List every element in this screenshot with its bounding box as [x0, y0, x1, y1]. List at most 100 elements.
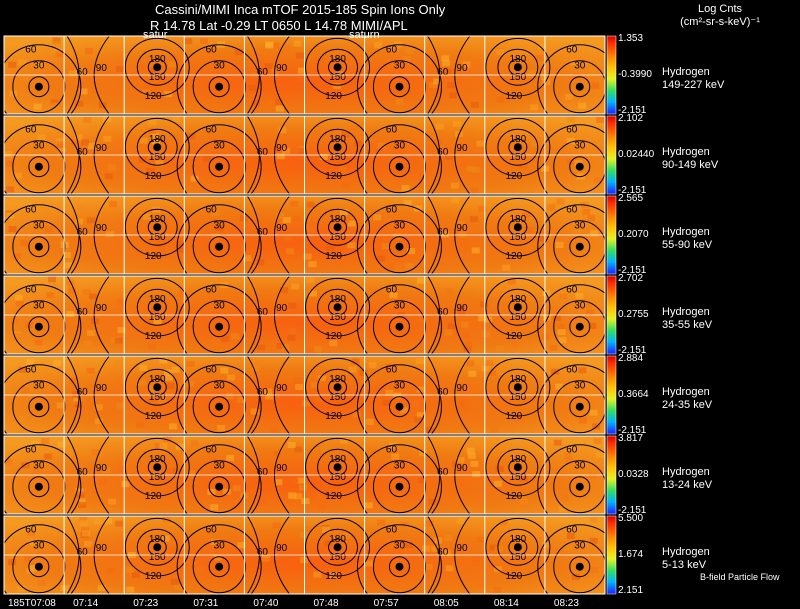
heatmap-cell [472, 560, 481, 567]
heatmap-cell [18, 59, 27, 66]
heatmap-cell [257, 344, 266, 351]
heatmap-cell [582, 208, 590, 215]
heatmap-cell [220, 367, 229, 374]
heatmap-cell [419, 450, 427, 457]
contour-label: 180 [329, 214, 346, 225]
heatmap-cell [83, 254, 92, 261]
heatmap-cell [34, 62, 43, 69]
heatmap-cell [126, 586, 135, 593]
heatmap-cell [590, 516, 598, 523]
heatmap-cell [516, 147, 525, 154]
heatmap-cell [419, 316, 428, 323]
contour-label: 150 [510, 152, 527, 163]
heatmap-cell [448, 176, 457, 183]
pole-marker [153, 63, 162, 72]
heatmap-cell [498, 369, 507, 376]
heatmap-cell [4, 458, 13, 465]
heatmap-cell [37, 551, 45, 558]
heatmap-cell [460, 321, 469, 328]
heatmap-cell [225, 392, 234, 399]
heatmap-cell [187, 133, 196, 140]
contour-line [553, 140, 607, 194]
heatmap-cell [69, 377, 78, 384]
heatmap-cell [354, 140, 362, 147]
heatmap-cell [249, 143, 258, 150]
heatmap-cell [113, 360, 122, 367]
contour-line [192, 540, 246, 594]
contour-line [372, 380, 426, 434]
heatmap-cell [210, 504, 219, 511]
colorbar-mid-label: 0.3664 [618, 389, 649, 400]
heatmap-cell [89, 126, 98, 133]
contour-label: 180 [149, 214, 166, 225]
heatmap-cell [395, 98, 404, 105]
heatmap-cell [519, 499, 528, 506]
heatmap-cell [281, 344, 290, 351]
contour-line [136, 128, 178, 166]
contour-label: 30 [394, 461, 406, 472]
contour-label: 60 [437, 307, 449, 318]
heatmap-cell [75, 488, 84, 495]
row-energy: 35-55 keV [662, 319, 713, 331]
heatmap-cell [288, 327, 297, 334]
contour-label: 150 [149, 472, 166, 483]
heatmap-cell [293, 40, 302, 47]
contour-label: 30 [394, 221, 406, 232]
row-species: Hydrogen [662, 306, 710, 318]
heatmap-cell [368, 154, 377, 161]
heatmap-cell [588, 472, 596, 479]
contour-line [317, 528, 359, 566]
pole-marker [153, 543, 162, 552]
heatmap-cell [351, 358, 360, 365]
contour-label: 60 [257, 67, 269, 78]
contour-label: 90 [456, 63, 468, 74]
contour-label: 60 [77, 227, 89, 238]
heatmap-cell [86, 367, 95, 374]
pole-marker [333, 463, 342, 472]
row-label: Hydrogen 149-227 keV [662, 66, 724, 92]
pole-marker [513, 63, 522, 72]
contour-line [192, 220, 246, 274]
heatmap-cell [131, 571, 140, 578]
contour-line [12, 220, 66, 274]
contour-line [28, 476, 50, 498]
colorbar-min-label: 2.151 [618, 585, 644, 596]
heatmap-cell [98, 479, 107, 486]
contour-line [136, 368, 178, 406]
colorbar [606, 115, 617, 195]
heatmap-cell [94, 404, 103, 411]
heatmap-cell [151, 133, 160, 140]
colorbar-min-label: -2.151 [618, 265, 647, 276]
contour-label: 30 [214, 221, 226, 232]
heatmap-cell [572, 573, 580, 580]
contour-line [388, 156, 410, 178]
heatmap-cell [66, 280, 75, 287]
heatmap-cell [223, 488, 232, 495]
heatmap-cell [8, 481, 17, 488]
heatmap-cell [234, 356, 243, 363]
heatmap-cell [75, 100, 84, 107]
heatmap-cell [279, 134, 288, 141]
contour-label: 150 [510, 552, 527, 563]
contour-label: 60 [386, 205, 398, 216]
heatmap-cell [108, 498, 117, 505]
contour-label: 180 [510, 374, 527, 385]
heatmap-cell [80, 520, 89, 527]
contour-label: 30 [33, 541, 45, 552]
heatmap-cell [560, 494, 569, 501]
heatmap-cell [136, 64, 145, 71]
contour-line [136, 288, 178, 326]
contour-line [208, 396, 230, 418]
heatmap-cell [228, 574, 237, 581]
contour-label: 150 [510, 472, 527, 483]
contour-line [192, 60, 246, 114]
heatmap-cell [68, 290, 77, 297]
contour-line [497, 128, 539, 166]
heatmap-cell [471, 554, 480, 561]
heatmap-cell [62, 248, 71, 255]
contour-line [208, 556, 230, 578]
contour-label: 90 [96, 223, 108, 234]
heatmap-cell [250, 408, 259, 415]
heatmap-cell [157, 245, 166, 252]
contour-line [124, 437, 190, 497]
